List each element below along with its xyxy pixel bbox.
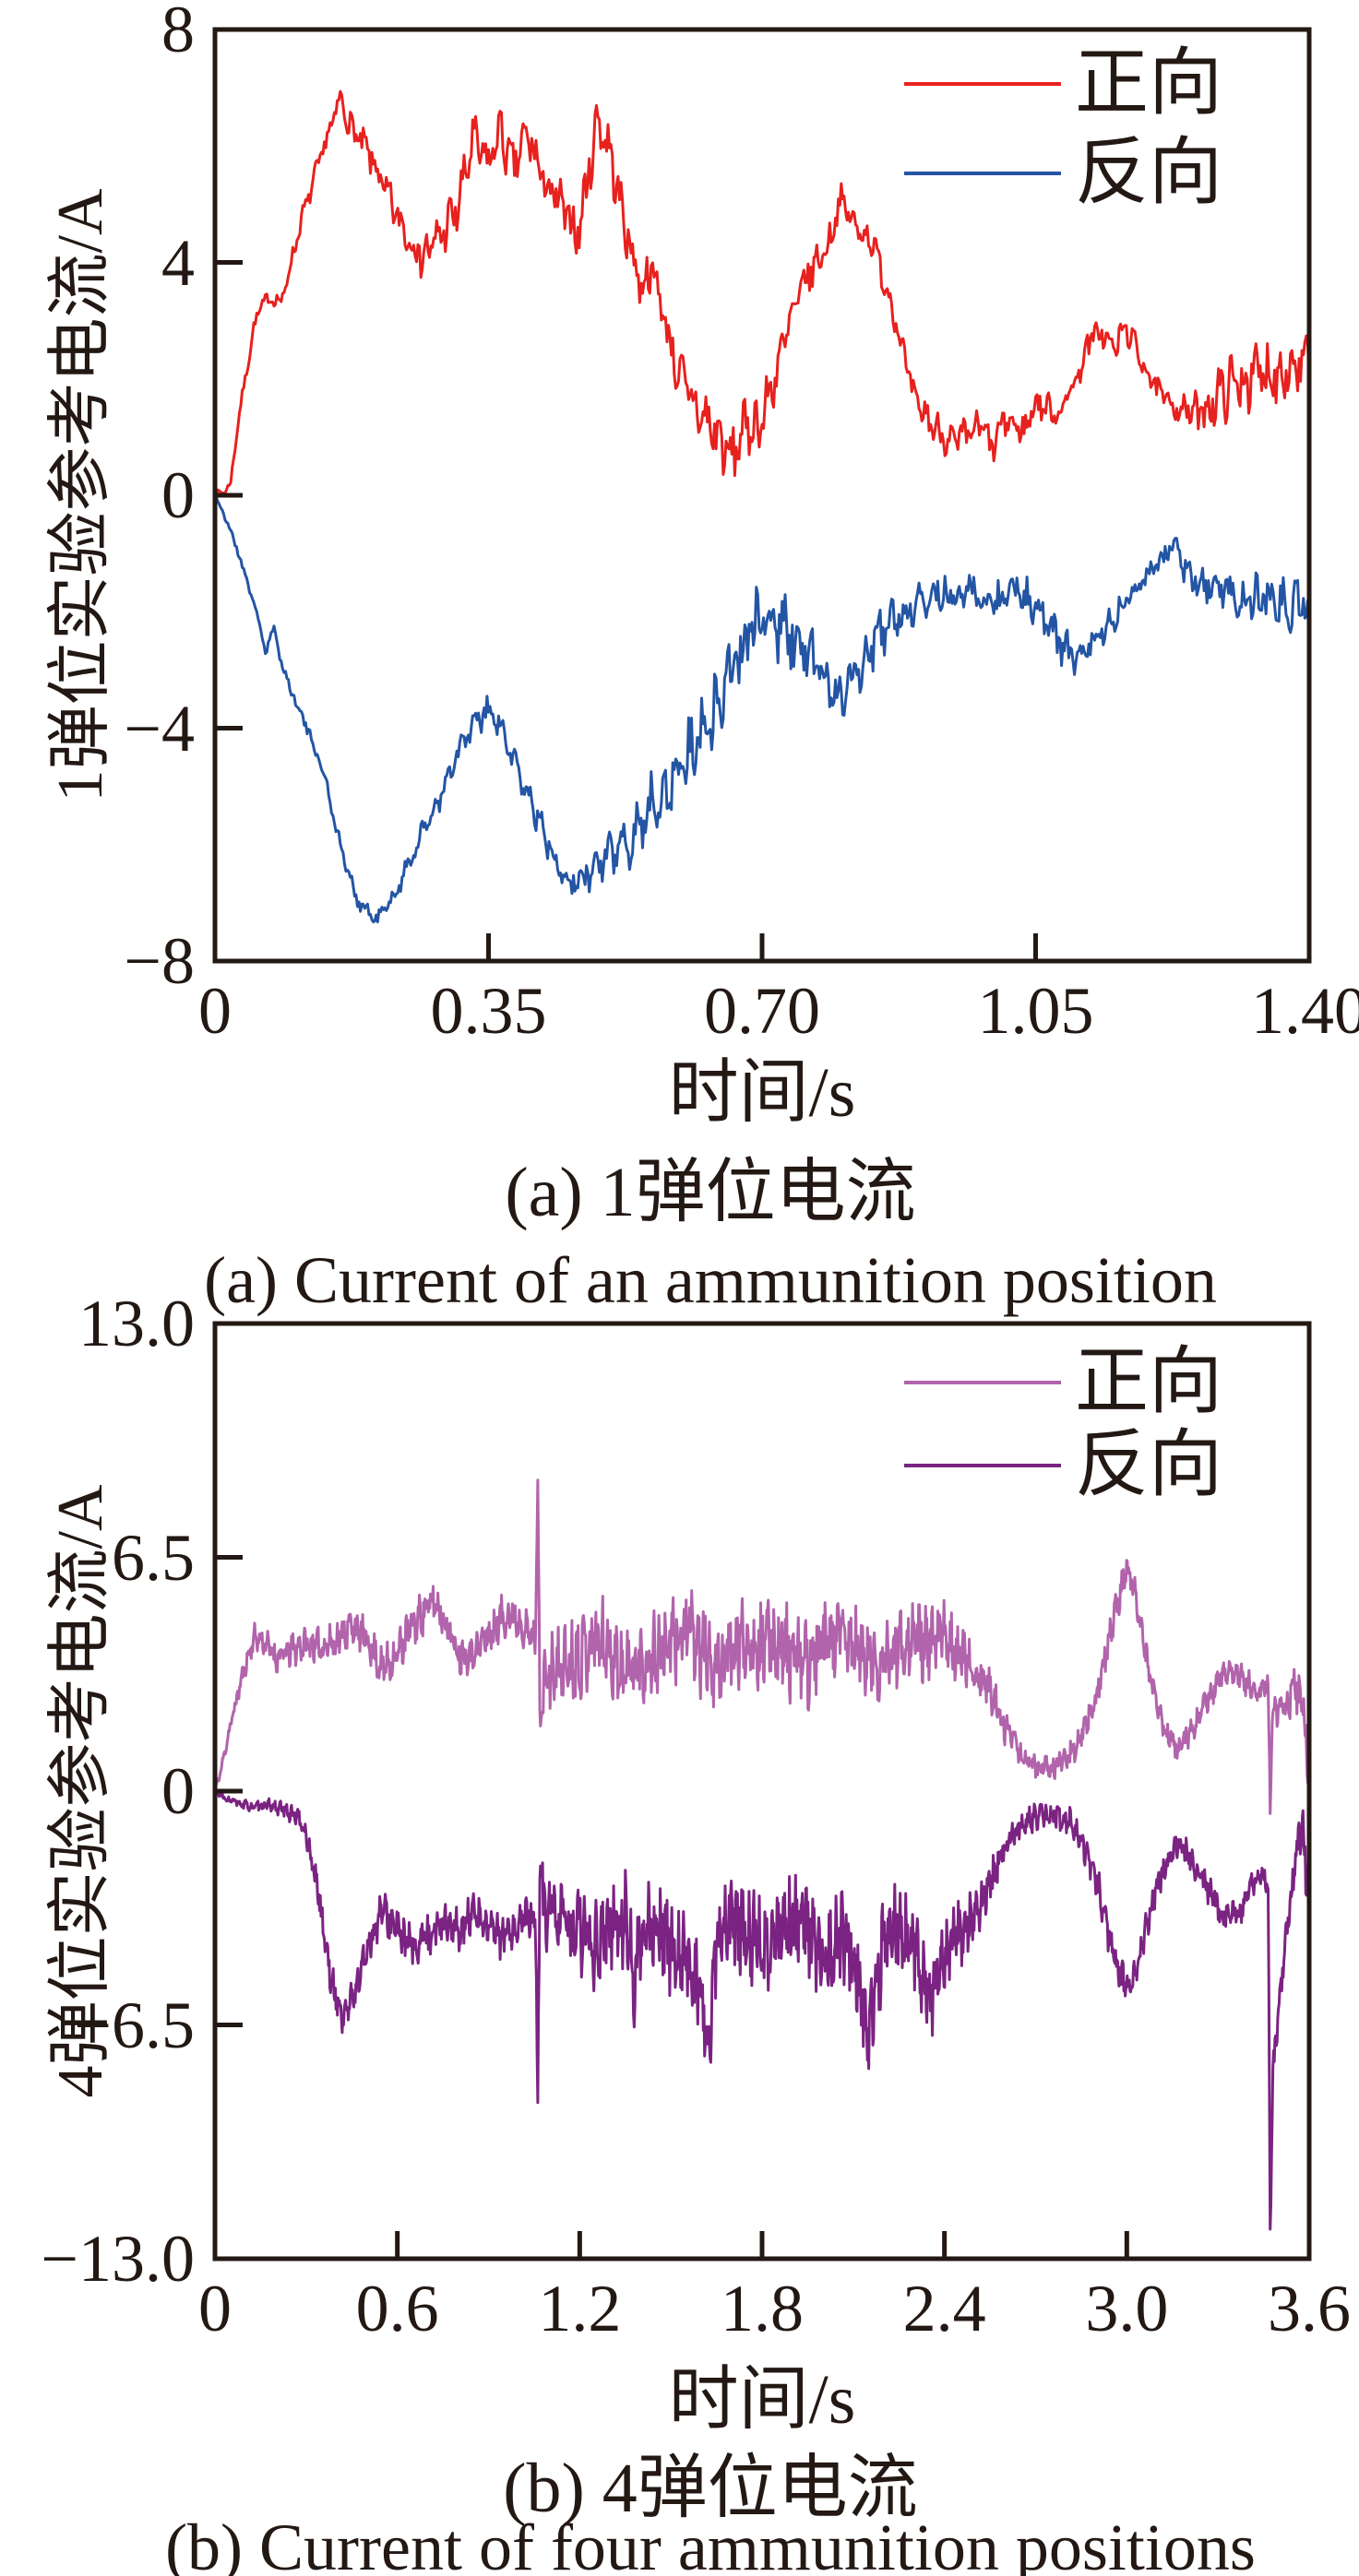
chart-b-series-0-line — [215, 1478, 1309, 1815]
chart-a-y-axis-label: 1弹位实验参考电流/A — [45, 188, 116, 802]
chart-a-caption-chinese: (a) 1弹位电流 — [505, 1154, 916, 1231]
chart-b-series-1-line — [215, 1788, 1309, 2231]
chart-b-x-tick-label: 1.8 — [721, 2272, 804, 2345]
chart-a-x-tick-label: 0 — [198, 974, 232, 1048]
chart-b-x-tick-label: 1.2 — [538, 2272, 622, 2345]
chart-b-y-tick-label: 13.0 — [78, 1287, 195, 1360]
chart-b-x-tick-label: 2.4 — [902, 2272, 986, 2345]
chart-a-legend-label-forward: 正向 — [1075, 43, 1222, 125]
chart-b-x-tick-label: 3.6 — [1268, 2272, 1351, 2345]
chart-a-caption-english: (a) Current of an ammunition position — [204, 1243, 1217, 1317]
chart-b-caption-chinese: (b) 4弹位电流 — [503, 2450, 918, 2527]
chart-b-x-axis-label: 时间/s — [668, 2361, 856, 2439]
chart-b-y-tick-label: −13.0 — [41, 2222, 195, 2296]
chart-a-series-0-line — [215, 89, 1309, 499]
chart-b-y-tick-label: 6.5 — [112, 1520, 195, 1595]
chart-a-x-tick-label: 1.05 — [977, 974, 1094, 1048]
chart-a-x-axis-label: 时间/s — [668, 1054, 856, 1132]
chart-b-legend-label-forward: 正向 — [1075, 1342, 1222, 1423]
chart-a-series-1-line — [215, 494, 1309, 924]
chart-a-x-tick-label: 1.40 — [1251, 974, 1359, 1048]
chart-a-y-tick-label: 0 — [161, 458, 195, 532]
chart-b-caption-english: (b) Current of four ammunition positions — [165, 2511, 1256, 2576]
chart-a-y-tick-label: 4 — [161, 225, 195, 300]
chart-a-legend-label-reverse: 反向 — [1075, 133, 1222, 214]
chart-a-y-tick-label: −8 — [124, 924, 195, 998]
chart-a-x-tick-label: 0.70 — [704, 974, 820, 1048]
chart-a-y-tick-label: −4 — [124, 691, 195, 766]
chart-b-x-tick-label: 3.0 — [1085, 2272, 1169, 2345]
chart-b-y-tick-label: 0 — [161, 1754, 195, 1828]
chart-a-y-tick-label: 8 — [161, 0, 195, 66]
chart-b-x-tick-label: 0 — [198, 2272, 232, 2345]
chart-a-x-tick-label: 0.35 — [430, 974, 547, 1048]
chart-b-legend-label-reverse: 反向 — [1075, 1425, 1222, 1506]
chart-b-y-tick-label: −6.5 — [74, 1988, 195, 2062]
chart-b-x-tick-label: 0.6 — [355, 2272, 439, 2345]
